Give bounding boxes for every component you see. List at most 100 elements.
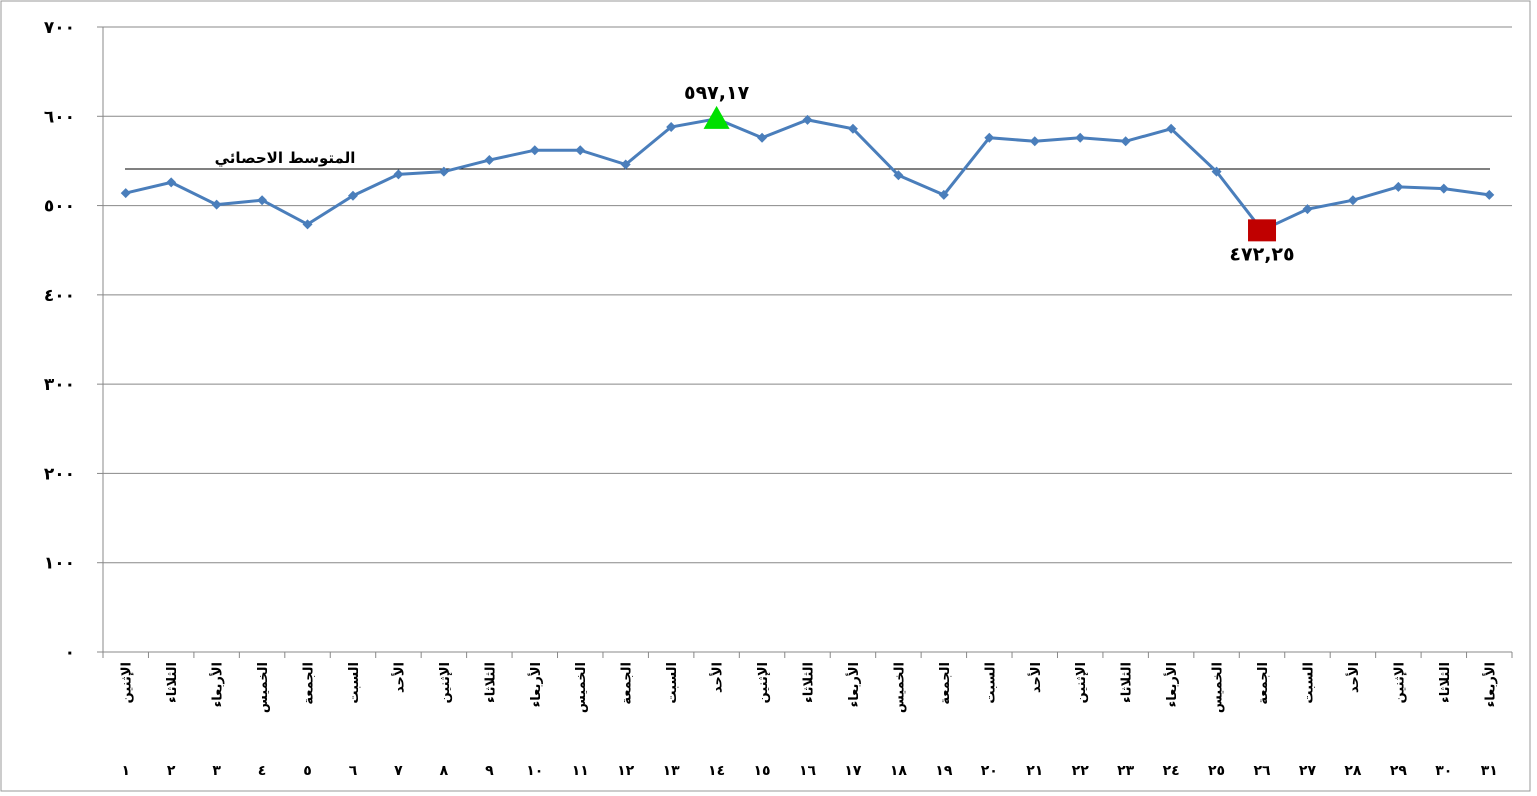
point-marker bbox=[620, 159, 631, 170]
x-tick-number: ٢ bbox=[167, 763, 176, 779]
point-marker bbox=[802, 114, 813, 125]
x-tick-number: ٢٦ bbox=[1253, 763, 1271, 779]
x-tick-label: الثلاثاء bbox=[165, 662, 180, 703]
x-tick-label: الأحد bbox=[1345, 662, 1362, 693]
x-tick-label: الأربعاء bbox=[1163, 662, 1180, 707]
point-marker bbox=[257, 195, 268, 206]
x-tick-number: ١٠ bbox=[526, 763, 543, 779]
point-marker bbox=[666, 122, 677, 132]
x-tick-label: الإثنين bbox=[438, 662, 453, 703]
x-tick-number: ١١ bbox=[572, 763, 589, 779]
point-marker bbox=[757, 132, 768, 143]
x-tick-number: ١٨ bbox=[890, 763, 908, 779]
value-label: ٥٩٧,١٧ bbox=[684, 82, 750, 104]
x-tick-number: ٩ bbox=[485, 763, 494, 779]
point-marker bbox=[1075, 132, 1086, 143]
x-tick-number: ٢٢ bbox=[1072, 763, 1090, 779]
point-marker bbox=[1347, 195, 1358, 206]
point-marker bbox=[393, 169, 404, 180]
x-tick-label: السبت bbox=[665, 662, 680, 704]
x-tick-number: ١٦ bbox=[799, 763, 817, 779]
point-marker bbox=[166, 177, 177, 188]
x-tick-number: ١٧ bbox=[844, 763, 862, 779]
x-tick-label: الثلاثاء bbox=[802, 662, 817, 703]
y-tick-label: ٥٠٠ bbox=[44, 197, 75, 217]
point-marker bbox=[484, 155, 495, 166]
x-tick-label: الإثنين bbox=[756, 662, 771, 703]
y-tick-label: ٢٠٠ bbox=[44, 464, 75, 484]
point-marker bbox=[1211, 166, 1222, 177]
x-tick-label: الخميس bbox=[1211, 662, 1226, 713]
x-tick-number: ١٩ bbox=[935, 763, 953, 779]
point-marker bbox=[575, 145, 586, 156]
y-tick-label: ١٠٠ bbox=[44, 554, 75, 574]
point-marker bbox=[347, 190, 358, 201]
x-tick-number: ٣٠ bbox=[1435, 763, 1452, 779]
x-tick-number: ٨ bbox=[440, 763, 449, 779]
y-tick-label: ٠ bbox=[65, 643, 75, 663]
point-marker bbox=[1484, 189, 1495, 200]
x-tick-number: ١٥ bbox=[754, 763, 771, 779]
x-tick-number: ١٢ bbox=[617, 763, 635, 779]
x-tick-number: ٢٨ bbox=[1344, 763, 1362, 779]
point-marker bbox=[984, 132, 995, 143]
x-tick-label: السبت bbox=[347, 662, 362, 704]
value-label: ٤٧٢,٢٥ bbox=[1229, 243, 1294, 265]
y-tick-label: ٣٠٠ bbox=[44, 375, 75, 395]
point-marker bbox=[438, 166, 449, 177]
min-marker bbox=[1248, 219, 1277, 242]
point-marker bbox=[893, 170, 904, 181]
x-tick-number: ٥ bbox=[303, 763, 312, 779]
point-marker bbox=[302, 219, 313, 230]
point-marker bbox=[1438, 183, 1449, 194]
x-tick-label: الجمعة bbox=[1256, 662, 1271, 705]
x-tick-label: السبت bbox=[1301, 662, 1316, 704]
x-tick-label: الخميس bbox=[574, 662, 589, 713]
x-tick-label: السبت bbox=[983, 662, 998, 704]
x-tick-label: الإثنين bbox=[1074, 662, 1089, 703]
x-tick-label: الثلاثاء bbox=[1120, 662, 1135, 703]
x-tick-label: الأربعاء bbox=[527, 662, 544, 707]
y-tick-label: ٦٠٠ bbox=[44, 107, 75, 127]
y-tick-label: ٧٠٠ bbox=[44, 18, 75, 38]
x-tick-number: ٢٤ bbox=[1163, 763, 1180, 779]
x-tick-number: ٢٥ bbox=[1208, 763, 1225, 779]
point-marker bbox=[1120, 136, 1131, 147]
point-marker bbox=[529, 145, 540, 156]
x-tick-label: الخميس bbox=[256, 662, 271, 713]
x-tick-number: ١٣ bbox=[663, 763, 681, 779]
x-tick-label: الإثنين bbox=[1392, 662, 1407, 703]
x-tick-number: ٧ bbox=[394, 763, 403, 779]
max-marker bbox=[703, 105, 730, 129]
point-marker bbox=[1393, 181, 1404, 192]
x-tick-number: ٣١ bbox=[1481, 763, 1498, 779]
point-marker bbox=[847, 123, 858, 134]
x-tick-number: ١ bbox=[121, 763, 130, 779]
x-tick-label: الإثنين bbox=[120, 662, 135, 703]
x-tick-label: الأربعاء bbox=[1481, 662, 1498, 707]
average-label: المتوسط الاحصائي bbox=[215, 149, 356, 167]
point-marker bbox=[1029, 136, 1040, 147]
x-tick-label: الأربعاء bbox=[209, 662, 226, 707]
x-tick-label: الأحد bbox=[390, 662, 407, 693]
x-tick-label: الأحد bbox=[709, 662, 726, 693]
x-tick-number: ٣ bbox=[212, 763, 221, 779]
x-tick-label: الجمعة bbox=[620, 662, 635, 705]
point-marker bbox=[1302, 204, 1313, 215]
x-tick-label: الخميس bbox=[892, 662, 907, 713]
point-marker bbox=[938, 189, 949, 200]
x-tick-number: ١٤ bbox=[708, 763, 725, 779]
x-tick-number: ٢٧ bbox=[1299, 763, 1317, 779]
x-tick-number: ٤ bbox=[258, 763, 267, 779]
x-tick-number: ٢٩ bbox=[1390, 763, 1408, 779]
x-tick-number: ٢٣ bbox=[1117, 763, 1135, 779]
y-tick-label: ٤٠٠ bbox=[44, 286, 75, 306]
x-tick-label: الجمعة bbox=[938, 662, 953, 705]
x-tick-label: الأحد bbox=[1027, 662, 1044, 693]
x-tick-label: الثلاثاء bbox=[483, 662, 498, 703]
x-tick-number: ٢٠ bbox=[981, 763, 998, 779]
point-marker bbox=[211, 199, 222, 210]
x-tick-number: ٦ bbox=[349, 763, 358, 779]
